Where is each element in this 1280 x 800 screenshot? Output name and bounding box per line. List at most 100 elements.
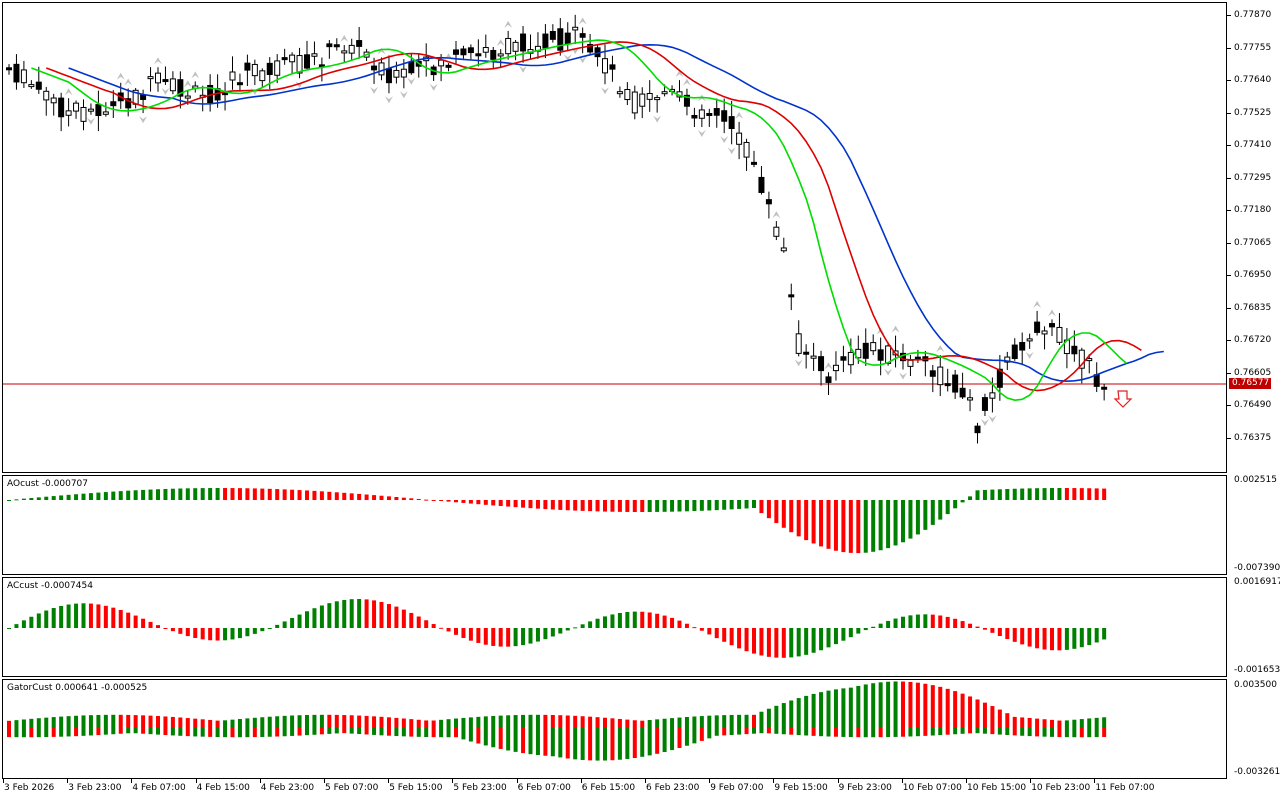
fractal-down-marker xyxy=(980,419,989,427)
price-tick-label: 0.77870 xyxy=(1234,10,1272,20)
candle-body xyxy=(125,98,132,109)
histogram-bar xyxy=(476,500,481,505)
histogram-bar xyxy=(1050,488,1054,500)
histogram-bar xyxy=(357,598,362,628)
histogram-bar xyxy=(744,714,749,728)
candle-body xyxy=(825,376,832,383)
time-tick xyxy=(709,779,711,783)
time-label: 9 Feb 15:00 xyxy=(774,783,828,793)
time-label: 5 Feb 23:00 xyxy=(453,783,507,793)
histogram-bar xyxy=(938,615,943,628)
price-tick-label: 0.76605 xyxy=(1234,367,1272,378)
histogram-bar xyxy=(841,728,846,737)
histogram-bar xyxy=(36,728,41,738)
histogram-bar xyxy=(1102,728,1107,737)
histogram-bar xyxy=(655,728,660,754)
histogram-bar xyxy=(565,715,570,728)
histogram-bar xyxy=(707,715,712,728)
ac-histogram xyxy=(7,598,1107,658)
price-chart-pane[interactable] xyxy=(2,2,1227,473)
histogram-bar xyxy=(923,728,928,736)
histogram-bar xyxy=(21,719,26,728)
histogram-bar xyxy=(640,728,645,757)
histogram-bar xyxy=(252,717,257,728)
gator-scale-min: -0.003261 xyxy=(1234,767,1280,777)
histogram-bar xyxy=(752,728,756,734)
candle-body xyxy=(102,111,109,115)
histogram-bar xyxy=(230,488,235,500)
histogram-bar xyxy=(394,717,399,728)
time-label: 10 Feb 15:00 xyxy=(967,783,1027,793)
histogram-bar xyxy=(1064,628,1069,650)
histogram-bar xyxy=(476,628,481,643)
histogram-bar xyxy=(811,728,816,736)
histogram-bar xyxy=(1087,718,1092,728)
candle-body xyxy=(162,79,169,83)
histogram-bar xyxy=(81,603,86,628)
histogram-bar xyxy=(379,601,384,628)
histogram-bar xyxy=(1012,716,1017,728)
histogram-bar xyxy=(737,728,742,735)
histogram-bar xyxy=(915,614,920,628)
histogram-bar xyxy=(386,496,391,500)
histogram-bar xyxy=(498,715,503,728)
candle-body xyxy=(758,176,765,193)
time-axis[interactable]: 3 Feb 2026 3 Feb 23:00 4 Feb 07:00 4 Feb 15… xyxy=(0,779,1280,800)
candle-body xyxy=(1056,326,1063,343)
histogram-bar xyxy=(245,728,250,738)
histogram-bar xyxy=(103,728,108,735)
candle-body xyxy=(967,397,974,401)
histogram-bar xyxy=(468,628,473,641)
histogram-bar xyxy=(1035,488,1040,500)
gator-indicator-pane[interactable]: GatorCust 0.000641 -0.000525 xyxy=(2,679,1227,779)
candle-body xyxy=(87,108,94,112)
histogram-bar xyxy=(483,628,488,645)
price-tick-label: 0.77525 xyxy=(1234,107,1272,118)
histogram-bar xyxy=(223,728,228,738)
histogram-bar xyxy=(513,500,518,508)
histogram-bar xyxy=(826,500,831,549)
histogram-bar xyxy=(170,628,175,632)
histogram-bar xyxy=(558,628,563,634)
candle-body xyxy=(155,72,161,84)
ao-indicator-pane[interactable]: AOcust -0.000707 xyxy=(2,475,1227,575)
histogram-bar xyxy=(528,500,533,509)
histogram-bar xyxy=(7,500,11,501)
histogram-bar xyxy=(327,491,332,500)
histogram-bar xyxy=(699,716,704,728)
price-tick xyxy=(1227,145,1231,146)
histogram-bar xyxy=(990,628,995,633)
candle-body xyxy=(20,69,27,84)
price-chart-canvas[interactable] xyxy=(3,3,1226,472)
histogram-bar xyxy=(275,624,280,628)
histogram-bar xyxy=(170,716,175,728)
histogram-bar xyxy=(74,728,79,737)
histogram-bar xyxy=(133,715,138,728)
histogram-bar xyxy=(267,728,272,737)
histogram-bar xyxy=(886,620,891,628)
fractal-down-marker xyxy=(407,77,416,85)
histogram-bar xyxy=(692,716,697,728)
candle-body xyxy=(1034,321,1041,333)
ac-indicator-pane[interactable]: ACcust -0.0007454 xyxy=(2,577,1227,677)
histogram-bar xyxy=(588,728,593,761)
histogram-bar xyxy=(185,488,190,500)
histogram-bar xyxy=(111,491,116,500)
histogram-bar xyxy=(66,728,71,737)
histogram-bar xyxy=(684,716,689,728)
sell-arrow-icon xyxy=(1113,390,1133,408)
histogram-bar xyxy=(655,613,660,628)
histogram-bar xyxy=(975,626,980,628)
histogram-bar xyxy=(893,500,898,546)
candle-body xyxy=(974,425,981,434)
histogram-bar xyxy=(223,628,228,641)
histogram-bar xyxy=(901,616,905,628)
histogram-bar xyxy=(737,628,742,649)
histogram-bar xyxy=(29,498,34,500)
gator-scale-max: 0.003500 xyxy=(1234,680,1277,690)
fractal-up-marker xyxy=(936,345,945,353)
histogram-bar xyxy=(640,611,645,628)
histogram-bar xyxy=(968,623,973,628)
histogram-bar xyxy=(804,500,809,541)
histogram-bar xyxy=(766,500,771,519)
